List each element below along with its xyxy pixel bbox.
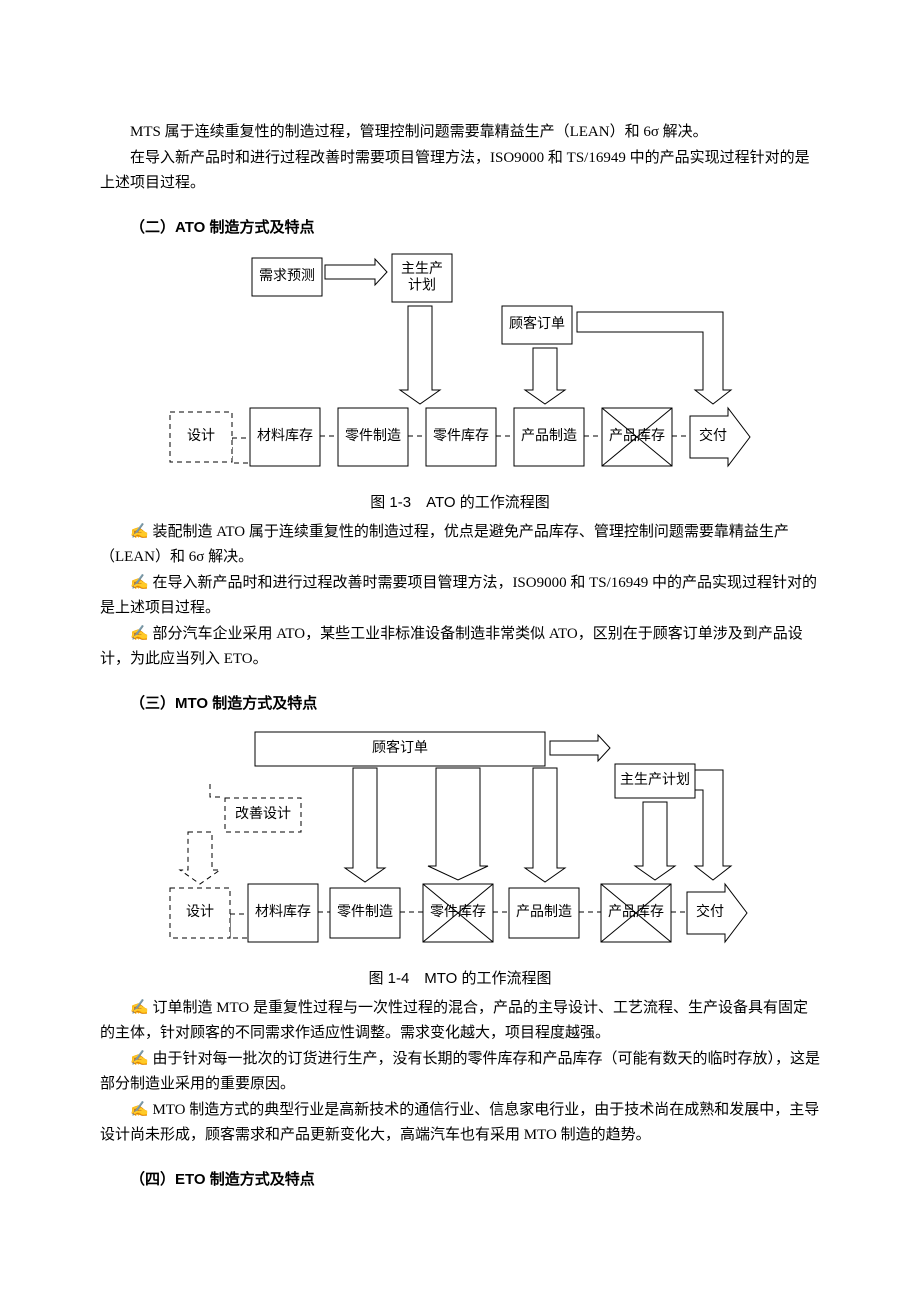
sec2-bullet-3: 部分汽车企业采用 ATO，某些工业非标准设备制造非常类似 ATO，区别在于顾客订…	[100, 622, 820, 673]
svg-text:零件制造: 零件制造	[345, 428, 401, 444]
svg-text:顾客订单: 顾客订单	[509, 315, 565, 332]
svg-text:交付: 交付	[696, 903, 724, 920]
svg-text:需求预测: 需求预测	[259, 268, 315, 284]
svg-text:交付: 交付	[699, 427, 727, 444]
svg-text:计划: 计划	[408, 277, 436, 293]
section-4-heading: （四）ETO 制造方式及特点	[100, 1167, 820, 1193]
figure-1-3: 需求预测 主生产计划顾客订单设计 材料库存 零件制造 零件库存 产品制造 产品库存 交付	[165, 248, 755, 488]
svg-text:材料库存: 材料库存	[255, 904, 311, 920]
svg-text:零件制造: 零件制造	[337, 904, 393, 920]
svg-text:产品库存: 产品库存	[609, 428, 665, 444]
figure-1-4: 顾客订单主生产计划改善设计设计 材料库存 零件制造 零件库存 产品制造 产品库存 交付	[165, 724, 755, 964]
svg-text:零件库存: 零件库存	[433, 428, 489, 444]
intro-p1: MTS 属于连续重复性的制造过程，管理控制问题需要靠精益生产（LEAN）和 6σ…	[100, 120, 820, 146]
sec2-bullet-2: 在导入新产品时和进行过程改善时需要项目管理方法，ISO9000 和 TS/169…	[100, 571, 820, 622]
svg-text:材料库存: 材料库存	[257, 428, 313, 444]
page: MTS 属于连续重复性的制造过程，管理控制问题需要靠精益生产（LEAN）和 6σ…	[0, 0, 920, 1260]
svg-text:设计: 设计	[187, 428, 215, 444]
sec2-bullet-1: 装配制造 ATO 属于连续重复性的制造过程，优点是避免产品库存、管理控制问题需要…	[100, 520, 820, 571]
svg-text:主生产计划: 主生产计划	[620, 772, 690, 788]
svg-text:产品制造: 产品制造	[516, 904, 572, 920]
svg-text:零件库存: 零件库存	[430, 904, 486, 920]
figure-1-4-caption: 图 1-4 MTO 的工作流程图	[100, 966, 820, 992]
svg-text:改善设计: 改善设计	[235, 806, 291, 822]
svg-text:主生产: 主生产	[401, 261, 443, 277]
intro-p2: 在导入新产品时和进行过程改善时需要项目管理方法，ISO9000 和 TS/169…	[100, 146, 820, 197]
sec3-bullet-2: 由于针对每一批次的订货进行生产，没有长期的零件库存和产品库存（可能有数天的临时存…	[100, 1047, 820, 1098]
figure-1-3-wrap: 需求预测 主生产计划顾客订单设计 材料库存 零件制造 零件库存 产品制造 产品库存 交付	[100, 248, 820, 488]
svg-text:产品库存: 产品库存	[608, 904, 664, 920]
figure-1-4-wrap: 顾客订单主生产计划改善设计设计 材料库存 零件制造 零件库存 产品制造 产品库存 交付	[100, 724, 820, 964]
svg-text:产品制造: 产品制造	[521, 428, 577, 444]
figure-1-3-caption: 图 1-3 ATO 的工作流程图	[100, 490, 820, 516]
sec3-bullet-3: MTO 制造方式的典型行业是高新技术的通信行业、信息家电行业，由于技术尚在成熟和…	[100, 1098, 820, 1149]
sec3-bullet-1: 订单制造 MTO 是重复性过程与一次性过程的混合，产品的主导设计、工艺流程、生产…	[100, 996, 820, 1047]
section-2-heading: （二）ATO 制造方式及特点	[100, 215, 820, 241]
svg-text:顾客订单: 顾客订单	[372, 739, 428, 756]
svg-text:设计: 设计	[186, 904, 214, 920]
section-3-heading: （三）MTO 制造方式及特点	[100, 691, 820, 717]
